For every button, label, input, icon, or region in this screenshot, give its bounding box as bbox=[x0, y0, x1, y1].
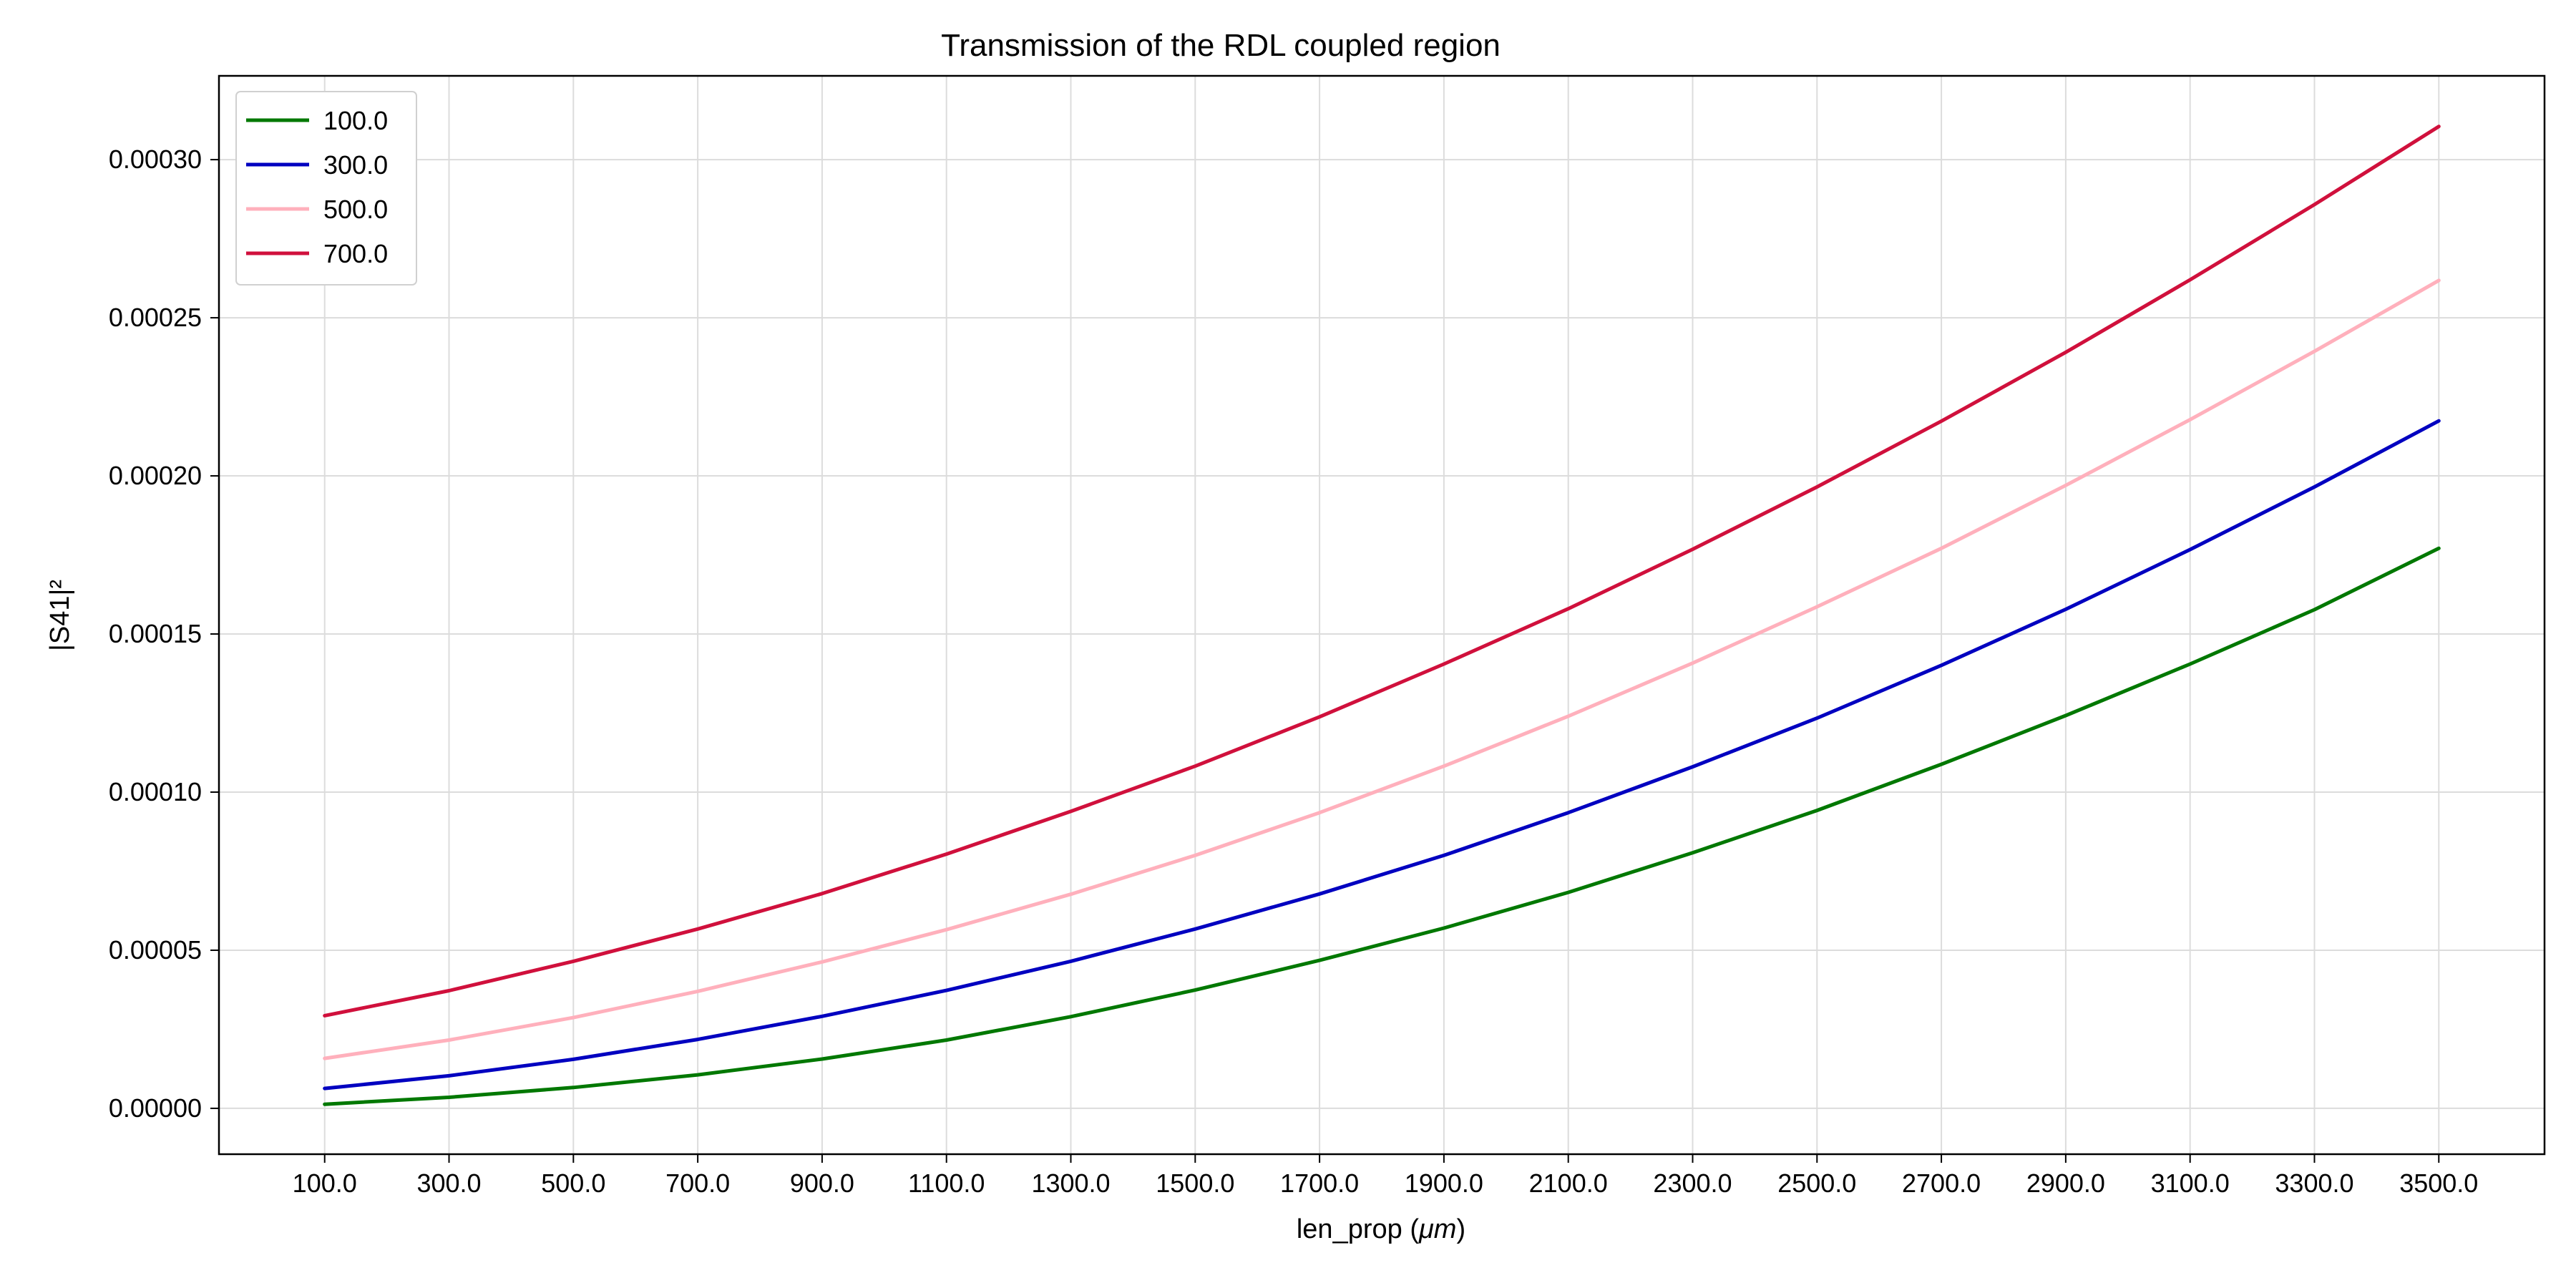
plot-frame bbox=[218, 74, 2546, 1156]
x-tick-label: 500.0 bbox=[541, 1169, 605, 1198]
legend-box bbox=[235, 91, 417, 286]
legend-label: 300.0 bbox=[323, 150, 388, 180]
x-tick-label: 3300.0 bbox=[2275, 1169, 2353, 1198]
x-tick-label: 300.0 bbox=[416, 1169, 481, 1198]
y-tick-label: 0.00020 bbox=[109, 461, 202, 490]
series-line-0 bbox=[323, 546, 2441, 1106]
x-tick-label: 3100.0 bbox=[2151, 1169, 2230, 1198]
series-line-3 bbox=[323, 125, 2441, 1018]
y-tick-label: 0.00015 bbox=[109, 619, 202, 648]
x-axis-title: len_prop (μm) bbox=[1297, 1214, 1465, 1244]
x-axis-label: len_prop bbox=[1297, 1214, 1402, 1244]
legend-label: 500.0 bbox=[323, 195, 388, 224]
x-tick-label: 1100.0 bbox=[908, 1169, 985, 1198]
y-tick-label: 0.00010 bbox=[109, 777, 202, 806]
y-axis-ticks: 0.00000 0.00005 0.00010 0.00015 0.00020 0.000… bbox=[109, 145, 219, 1123]
x-axis-ticks: 100.0 300.0 500.0 700.0 900.0 1100.0 1300.0 150… bbox=[293, 1154, 2478, 1198]
y-tick-label: 0.00030 bbox=[109, 145, 202, 174]
x-tick-label: 2700.0 bbox=[1902, 1169, 1981, 1198]
x-axis-unit: μm bbox=[1418, 1214, 1456, 1244]
y-axis-title: |S41|² bbox=[45, 580, 75, 651]
chart-title: Transmission of the RDL coupled region bbox=[941, 28, 1501, 63]
x-tick-label: 2300.0 bbox=[1653, 1169, 1732, 1198]
x-tick-label: 900.0 bbox=[790, 1169, 854, 1198]
x-tick-label: 2100.0 bbox=[1529, 1169, 1608, 1198]
x-tick-label: 1500.0 bbox=[1156, 1169, 1234, 1198]
y-tick-label: 0.00005 bbox=[109, 935, 202, 965]
legend-label: 700.0 bbox=[323, 239, 388, 268]
y-tick-label: 0.00000 bbox=[109, 1093, 202, 1123]
x-tick-label: 2900.0 bbox=[2026, 1169, 2105, 1198]
x-tick-label: 1300.0 bbox=[1031, 1169, 1110, 1198]
series-lines bbox=[323, 125, 2441, 1106]
x-tick-label: 1900.0 bbox=[1405, 1169, 1483, 1198]
x-tick-label: 1700.0 bbox=[1280, 1169, 1359, 1198]
y-tick-label: 0.00025 bbox=[109, 303, 202, 332]
x-tick-label: 100.0 bbox=[293, 1169, 357, 1198]
x-tick-label: 700.0 bbox=[665, 1169, 730, 1198]
x-tick-label: 3500.0 bbox=[2399, 1169, 2478, 1198]
grid bbox=[219, 76, 2545, 1154]
x-tick-label: 2500.0 bbox=[1777, 1169, 1856, 1198]
legend: 100.0 300.0 500.0 700.0 bbox=[235, 91, 417, 286]
series-line-2 bbox=[323, 278, 2441, 1060]
legend-label: 100.0 bbox=[323, 106, 388, 135]
series-line-1 bbox=[323, 419, 2441, 1091]
